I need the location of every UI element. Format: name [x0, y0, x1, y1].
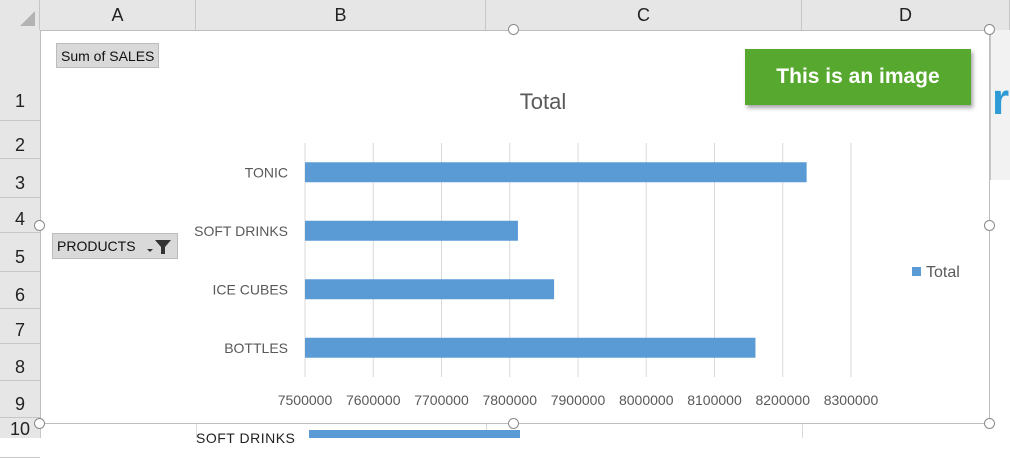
- row-header-7[interactable]: 7: [0, 309, 40, 344]
- resize-handle-top[interactable]: [508, 24, 519, 35]
- resize-handle-right[interactable]: [984, 220, 995, 231]
- adjacent-image-strip: [990, 30, 1010, 180]
- column-header-c[interactable]: C: [486, 0, 802, 30]
- legend-swatch: [912, 267, 921, 276]
- resize-handle-bottom[interactable]: [508, 418, 519, 429]
- category-label: BOTTLES: [224, 340, 288, 356]
- select-all-triangle-icon: [20, 11, 35, 26]
- column-header-a[interactable]: A: [40, 0, 196, 30]
- x-tick-label: 7900000: [551, 392, 606, 408]
- column-header-b[interactable]: B: [196, 0, 486, 30]
- row-header-9[interactable]: 9: [0, 381, 40, 418]
- resize-handle-left[interactable]: [34, 220, 45, 231]
- plot-area: 7500000 7600000 7700000 7800000 7900000 80000…: [194, 143, 879, 408]
- legend-label: Total: [926, 264, 960, 281]
- x-tick-label: 8000000: [619, 392, 674, 408]
- row-header-3[interactable]: 3: [0, 159, 40, 198]
- x-tick-label: 7500000: [278, 392, 333, 408]
- row-header-bar: 1 2 3 4 5 6 7 8 9 10: [0, 30, 41, 458]
- x-tick-label: 8200000: [755, 392, 810, 408]
- column-header-bar: A B C D: [0, 0, 1010, 31]
- bar[interactable]: [305, 220, 518, 241]
- products-field-label: PRODUCTS: [57, 238, 136, 254]
- bar[interactable]: [305, 279, 555, 300]
- category-label: TONIC: [245, 164, 288, 180]
- row-header-5[interactable]: 5: [0, 233, 40, 272]
- category-label: SOFT DRINKS: [194, 223, 288, 239]
- below-chart-bar: [309, 430, 520, 438]
- image-notice-badge: This is an image: [745, 49, 971, 105]
- chart-title: Total: [519, 89, 567, 114]
- resize-handle-top-right[interactable]: [984, 24, 995, 35]
- x-tick-label: 8300000: [824, 392, 879, 408]
- row-header-8[interactable]: 8: [0, 344, 40, 381]
- legend: Total: [912, 264, 960, 282]
- category-label: ICE CUBES: [213, 281, 288, 297]
- row-header-4[interactable]: 4: [0, 198, 40, 233]
- products-field-button[interactable]: PRODUCTS: [52, 233, 178, 259]
- partial-logo-glyph: r: [992, 75, 1010, 124]
- x-tick-label: 7700000: [414, 392, 469, 408]
- resize-handle-bottom-right[interactable]: [984, 418, 995, 429]
- filter-dropdown-icon[interactable]: [147, 239, 171, 255]
- sum-of-sales-field-button[interactable]: Sum of SALES: [56, 43, 160, 68]
- bar[interactable]: [305, 337, 756, 358]
- row-header-6[interactable]: 6: [0, 272, 40, 309]
- x-tick-label: 8100000: [687, 392, 742, 408]
- x-tick-label: 7600000: [346, 392, 401, 408]
- select-all-corner[interactable]: [0, 0, 40, 30]
- row-header-2[interactable]: 2: [0, 121, 40, 159]
- resize-handle-bottom-left[interactable]: [34, 418, 45, 429]
- row-header-1[interactable]: 1: [0, 30, 40, 121]
- x-tick-label: 7800000: [482, 392, 537, 408]
- bar[interactable]: [305, 162, 807, 183]
